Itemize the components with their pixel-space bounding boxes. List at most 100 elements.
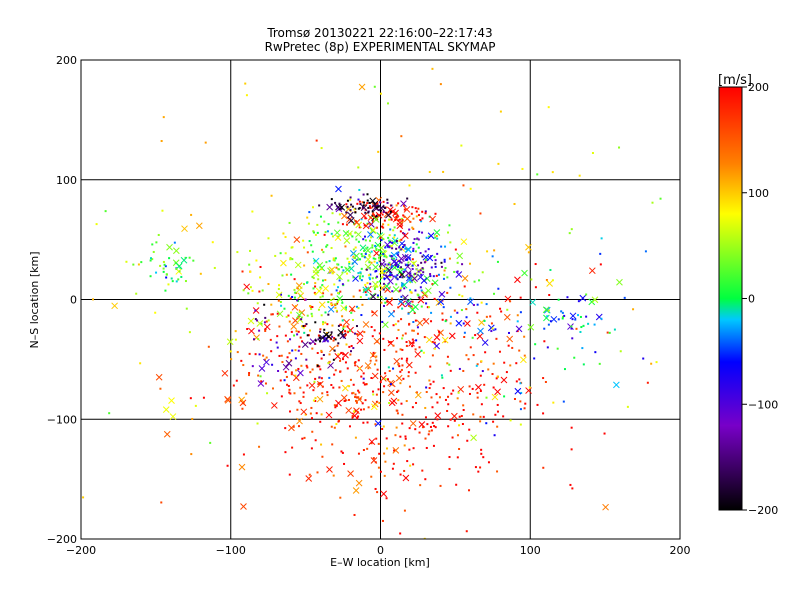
- data-point-cross: [238, 463, 246, 471]
- data-point: [425, 258, 428, 261]
- data-point: [382, 223, 385, 226]
- data-point: [312, 230, 315, 233]
- data-point: [366, 246, 369, 249]
- data-point: [300, 352, 303, 355]
- data-point: [446, 409, 449, 412]
- data-point: [360, 314, 363, 317]
- data-point: [266, 392, 269, 395]
- data-point: [417, 270, 420, 273]
- data-point: [394, 264, 397, 267]
- data-point: [414, 289, 417, 292]
- data-point: [317, 334, 320, 337]
- data-point: [262, 354, 265, 357]
- chart-title: Tromsø 20130221 22:16:00–22:17:43: [266, 26, 492, 40]
- data-point: [389, 274, 392, 277]
- data-point: [428, 387, 431, 390]
- data-point: [349, 198, 352, 201]
- data-point: [465, 308, 468, 311]
- data-point: [383, 270, 386, 273]
- data-point: [404, 435, 407, 438]
- data-point: [331, 235, 334, 238]
- data-point: [397, 251, 400, 254]
- y-tick-label: 0: [70, 294, 77, 307]
- data-point: [594, 351, 597, 354]
- data-point-cross: [296, 417, 303, 425]
- data-point: [439, 484, 442, 487]
- data-point: [358, 367, 361, 370]
- data-point: [369, 223, 372, 226]
- data-point-cross: [388, 310, 395, 318]
- data-point: [483, 383, 486, 386]
- data-point-cross: [521, 269, 528, 277]
- data-point: [284, 427, 287, 430]
- data-point: [361, 402, 364, 405]
- data-point: [277, 287, 280, 290]
- data-point: [472, 354, 475, 357]
- data-point: [650, 362, 653, 365]
- data-point-cross: [293, 236, 301, 243]
- data-point: [311, 417, 314, 420]
- data-point-cross: [401, 232, 409, 239]
- data-point: [376, 491, 379, 494]
- data-point: [310, 244, 313, 247]
- data-point: [291, 295, 294, 298]
- data-point: [413, 273, 416, 276]
- data-point: [479, 420, 482, 423]
- data-point: [261, 289, 264, 292]
- data-point: [407, 375, 410, 378]
- data-point: [496, 425, 499, 428]
- data-point-cross: [491, 393, 499, 401]
- data-point: [509, 300, 512, 303]
- data-point: [378, 332, 381, 335]
- data-point: [296, 287, 299, 290]
- data-point: [311, 206, 314, 209]
- data-point: [497, 162, 500, 165]
- data-point: [408, 322, 411, 325]
- data-point: [435, 393, 438, 396]
- data-point-cross: [355, 231, 362, 238]
- data-point: [447, 231, 450, 234]
- data-point: [306, 216, 309, 219]
- data-point: [304, 298, 307, 301]
- data-point: [507, 331, 510, 334]
- data-point: [401, 276, 404, 279]
- data-point-cross: [305, 475, 313, 482]
- data-point: [542, 466, 545, 469]
- data-point: [549, 268, 552, 271]
- data-point: [362, 204, 365, 207]
- data-point: [438, 330, 441, 333]
- data-point: [378, 452, 381, 455]
- data-point: [192, 259, 195, 262]
- data-point: [400, 266, 403, 269]
- data-point: [389, 210, 392, 213]
- data-point: [372, 351, 375, 354]
- data-point-cross: [341, 212, 348, 220]
- data-point: [301, 437, 304, 440]
- data-point: [255, 259, 258, 262]
- data-point: [644, 250, 647, 253]
- data-point: [444, 398, 447, 401]
- data-point: [265, 320, 268, 323]
- data-point: [351, 205, 354, 208]
- data-point: [547, 323, 550, 326]
- data-point: [365, 383, 368, 386]
- data-point: [455, 483, 458, 486]
- data-point: [322, 321, 325, 324]
- data-point: [399, 348, 402, 351]
- data-point: [374, 205, 377, 208]
- data-point-cross: [296, 311, 303, 319]
- data-point-cross: [172, 247, 180, 255]
- data-point: [466, 439, 469, 442]
- data-point: [430, 320, 433, 323]
- data-point: [337, 420, 340, 423]
- data-point: [401, 282, 404, 285]
- data-point: [449, 369, 452, 372]
- data-point-cross: [387, 379, 395, 387]
- data-point: [331, 443, 334, 446]
- data-point: [300, 318, 303, 321]
- data-point: [336, 301, 339, 304]
- data-point: [401, 334, 404, 337]
- data-point: [297, 349, 300, 352]
- data-point: [363, 224, 366, 227]
- data-point: [404, 247, 407, 250]
